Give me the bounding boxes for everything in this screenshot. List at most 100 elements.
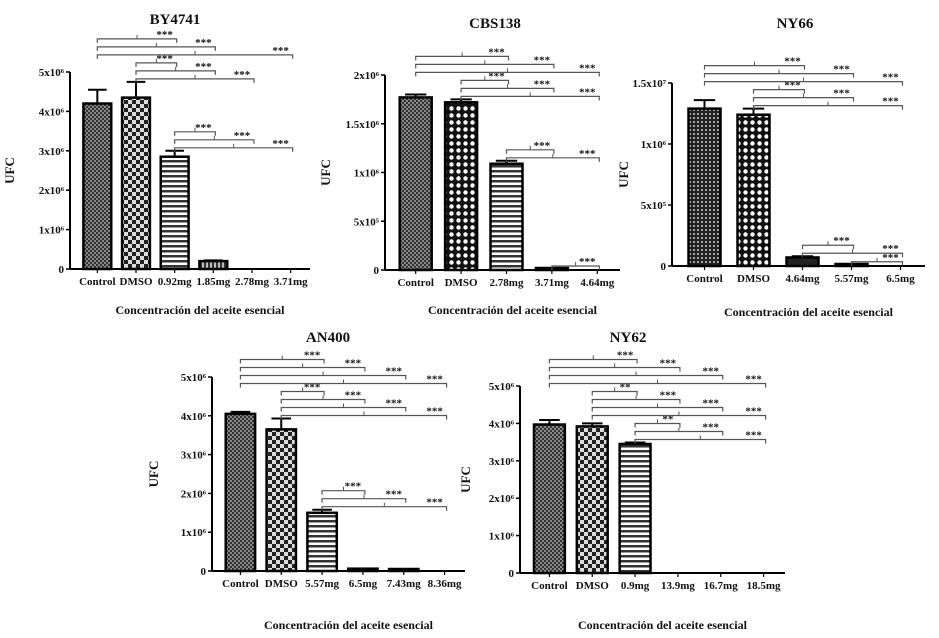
bar <box>736 113 771 268</box>
significance-label: *** <box>534 78 551 90</box>
significance-label: *** <box>195 122 212 134</box>
y-tick-label: 4x10⁶ <box>181 411 207 423</box>
y-tick-label: 5x10⁶ <box>181 372 207 384</box>
x-tick-label: DMSO <box>265 578 298 590</box>
x-tick-label: Control <box>79 276 115 288</box>
significance-label: *** <box>660 357 677 369</box>
x-tick-label: Control <box>686 273 722 285</box>
y-tick-label: 1.5x10⁷ <box>632 78 666 90</box>
y-tick-label: 0 <box>59 264 65 276</box>
significance-label: *** <box>272 45 289 57</box>
significance-label: *** <box>745 405 762 417</box>
y-tick-label: 0 <box>374 265 380 277</box>
y-tick-label: 1x10⁶ <box>181 527 207 539</box>
significance-label: *** <box>234 130 251 142</box>
significance-label: *** <box>882 96 899 108</box>
significance-bracket <box>280 414 448 420</box>
x-tick-label: 2.78mg <box>235 276 269 288</box>
significance-label: *** <box>386 366 403 378</box>
bar <box>687 107 722 268</box>
significance-bracket <box>548 374 724 380</box>
x-tick-label: 3.71mg <box>274 276 308 288</box>
y-axis-label: UFC <box>2 157 17 184</box>
bar <box>618 442 652 575</box>
y-tick-label: 2x10⁶ <box>489 493 515 505</box>
chart-an400: UFC Concentración del aceite esencial 0 1x1… <box>146 330 465 632</box>
chart-title: CBS138 <box>469 16 521 32</box>
x-tick-label: 4.64mg <box>580 277 614 289</box>
y-axis-label: UFC <box>616 161 631 188</box>
significance-label: *** <box>345 481 362 493</box>
significance-label: *** <box>426 374 443 386</box>
x-tick-label: 0.92mg <box>158 276 192 288</box>
x-tick-label: Control <box>531 580 567 592</box>
significance-bracket <box>96 54 294 59</box>
y-tick-label: 1.5x10⁶ <box>345 119 379 131</box>
significance-label: *** <box>234 69 251 81</box>
y-tick-label: 1x10⁶ <box>641 139 667 151</box>
chart-title: NY66 <box>777 16 814 32</box>
y-tick-label: 5x10⁵ <box>641 200 667 212</box>
significance-bracket <box>591 414 767 420</box>
significance-label: *** <box>156 53 173 65</box>
y-tick-label: 0 <box>661 261 667 273</box>
significance-label: *** <box>488 70 505 82</box>
x-axis-label: Concentración del aceite esencial <box>578 618 748 632</box>
significance-label: *** <box>882 252 899 264</box>
significance-label: *** <box>345 390 362 402</box>
significance-label: *** <box>833 88 850 100</box>
significance-label: *** <box>617 349 634 361</box>
y-tick-label: 2x10⁶ <box>39 185 65 197</box>
y-tick-label: 5x10⁵ <box>354 216 380 228</box>
x-tick-label: 16.7mg <box>704 580 738 592</box>
significance-label: ** <box>620 381 632 393</box>
x-tick-label: 3.71mg <box>535 277 569 289</box>
significance-label: *** <box>579 62 596 74</box>
bar <box>198 259 229 271</box>
significance-label: *** <box>195 37 212 49</box>
bar <box>575 425 609 575</box>
bar <box>159 155 190 271</box>
x-tick-label: DMSO <box>737 273 770 285</box>
significance-label: *** <box>703 365 720 377</box>
y-tick-label: 3x10⁶ <box>489 456 515 468</box>
significance-label: *** <box>745 373 762 385</box>
y-tick-label: 1x10⁶ <box>354 168 380 180</box>
x-tick-label: 4.64mg <box>786 273 820 285</box>
significance-bracket <box>703 73 855 78</box>
y-tick-label: 4x10⁶ <box>39 106 65 118</box>
x-tick-label: 2.78mg <box>490 277 524 289</box>
bar <box>265 428 298 573</box>
x-tick-label: Control <box>397 277 433 289</box>
x-tick-label: Control <box>222 578 258 590</box>
bar <box>532 423 567 575</box>
significance-label: *** <box>784 80 801 92</box>
x-axis-label: Concentración del aceite esencial <box>264 618 434 632</box>
significance-label: *** <box>534 54 551 66</box>
bar <box>82 102 113 271</box>
chart-cbs138: UFC Concentración del aceite esencial 0 5x1… <box>318 16 620 317</box>
significance-label: *** <box>579 256 596 268</box>
significance-label: *** <box>833 235 850 247</box>
significance-label: *** <box>345 358 362 370</box>
significance-label: *** <box>579 86 596 98</box>
significance-label: *** <box>195 61 212 73</box>
significance-label: *** <box>833 64 850 76</box>
x-tick-label: 6.5mg <box>886 273 915 285</box>
significance-label: ** <box>662 413 674 425</box>
y-axis-label: UFC <box>458 466 473 493</box>
significance-label: *** <box>882 72 899 84</box>
bar <box>387 567 420 573</box>
chart-title: NY62 <box>610 330 647 346</box>
x-tick-label: 8.36mg <box>428 578 462 590</box>
y-axis-label: UFC <box>146 461 161 488</box>
significance-label: *** <box>304 350 321 362</box>
x-tick-label: 5.57mg <box>835 273 869 285</box>
y-tick-label: 0 <box>509 568 515 580</box>
significance-bracket <box>415 71 600 77</box>
bar <box>443 101 479 272</box>
significance-label: *** <box>660 389 677 401</box>
y-tick-label: 2x10⁶ <box>354 70 380 82</box>
significance-label: *** <box>488 46 505 58</box>
